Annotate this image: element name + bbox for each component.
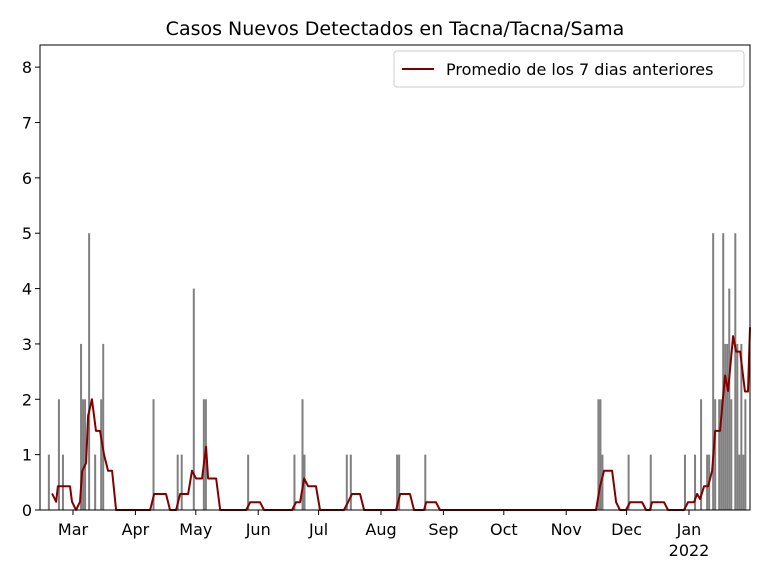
- x-tick-label: Aug: [365, 520, 396, 539]
- bar: [706, 454, 709, 510]
- x-tick-label: Apr: [122, 520, 150, 539]
- bar: [726, 343, 729, 510]
- bar: [722, 233, 725, 510]
- bar: [720, 399, 723, 510]
- bar: [601, 454, 604, 510]
- legend-box: [393, 50, 745, 88]
- bar: [742, 454, 745, 510]
- bar: [736, 343, 739, 510]
- bar: [597, 399, 600, 510]
- bar: [718, 399, 721, 510]
- y-tick-label: 5: [22, 224, 32, 243]
- bar: [82, 399, 85, 510]
- bar: [396, 454, 399, 510]
- bar: [94, 454, 97, 510]
- x-tick-label: Dec: [611, 520, 642, 539]
- bar: [192, 288, 195, 510]
- bar: [180, 454, 183, 510]
- bar: [84, 399, 87, 510]
- bar: [80, 343, 83, 510]
- legend-label: Promedio de los 7 dias anteriores: [446, 60, 713, 79]
- bar: [293, 454, 296, 510]
- y-tick-label: 4: [22, 280, 32, 299]
- y-tick-label: 2: [22, 390, 32, 409]
- bar: [102, 343, 105, 510]
- bar: [424, 454, 427, 510]
- x-tick-label: Jun: [245, 520, 271, 539]
- bar: [724, 343, 727, 510]
- bar: [176, 454, 179, 510]
- y-tick-label: 6: [22, 169, 32, 188]
- x-tick-label: Oct: [490, 520, 518, 539]
- y-tick-label: 7: [22, 114, 32, 133]
- bar: [712, 233, 715, 510]
- bar: [202, 399, 205, 510]
- bar: [627, 454, 630, 510]
- bar: [61, 454, 64, 510]
- y-tick-label: 1: [22, 446, 32, 465]
- y-tick-label: 3: [22, 335, 32, 354]
- y-tick-label: 0: [22, 501, 32, 520]
- x-tick-label: Jan 2022: [669, 520, 710, 560]
- bar: [88, 233, 91, 510]
- bar: [47, 454, 50, 510]
- bar: [730, 399, 733, 510]
- bar: [349, 454, 352, 510]
- bar: [740, 343, 743, 510]
- bar: [694, 454, 697, 510]
- chart-title: Casos Nuevos Detectados en Tacna/Tacna/S…: [166, 18, 625, 40]
- bar: [100, 399, 103, 510]
- bar: [734, 233, 737, 510]
- bar: [398, 454, 401, 510]
- bar: [649, 454, 652, 510]
- bar: [599, 399, 602, 510]
- y-tick-label: 8: [22, 58, 32, 77]
- bar: [728, 288, 731, 510]
- bar: [738, 454, 741, 510]
- x-tick-label: Mar: [58, 520, 89, 539]
- bar: [57, 399, 60, 510]
- bar: [744, 399, 747, 510]
- bar: [152, 399, 155, 510]
- axes-frame: [39, 44, 751, 511]
- x-tick-label: Nov: [551, 520, 582, 539]
- average-line: [51, 327, 751, 511]
- bar: [700, 399, 703, 510]
- bar: [714, 399, 717, 510]
- x-tick-label: May: [179, 520, 212, 539]
- x-tick-label: Sep: [428, 520, 458, 539]
- bar: [303, 454, 306, 510]
- bar: [683, 454, 686, 510]
- bar: [301, 399, 304, 510]
- x-tick-label: Jul: [308, 520, 328, 539]
- bar: [247, 454, 250, 510]
- bar: [345, 454, 348, 510]
